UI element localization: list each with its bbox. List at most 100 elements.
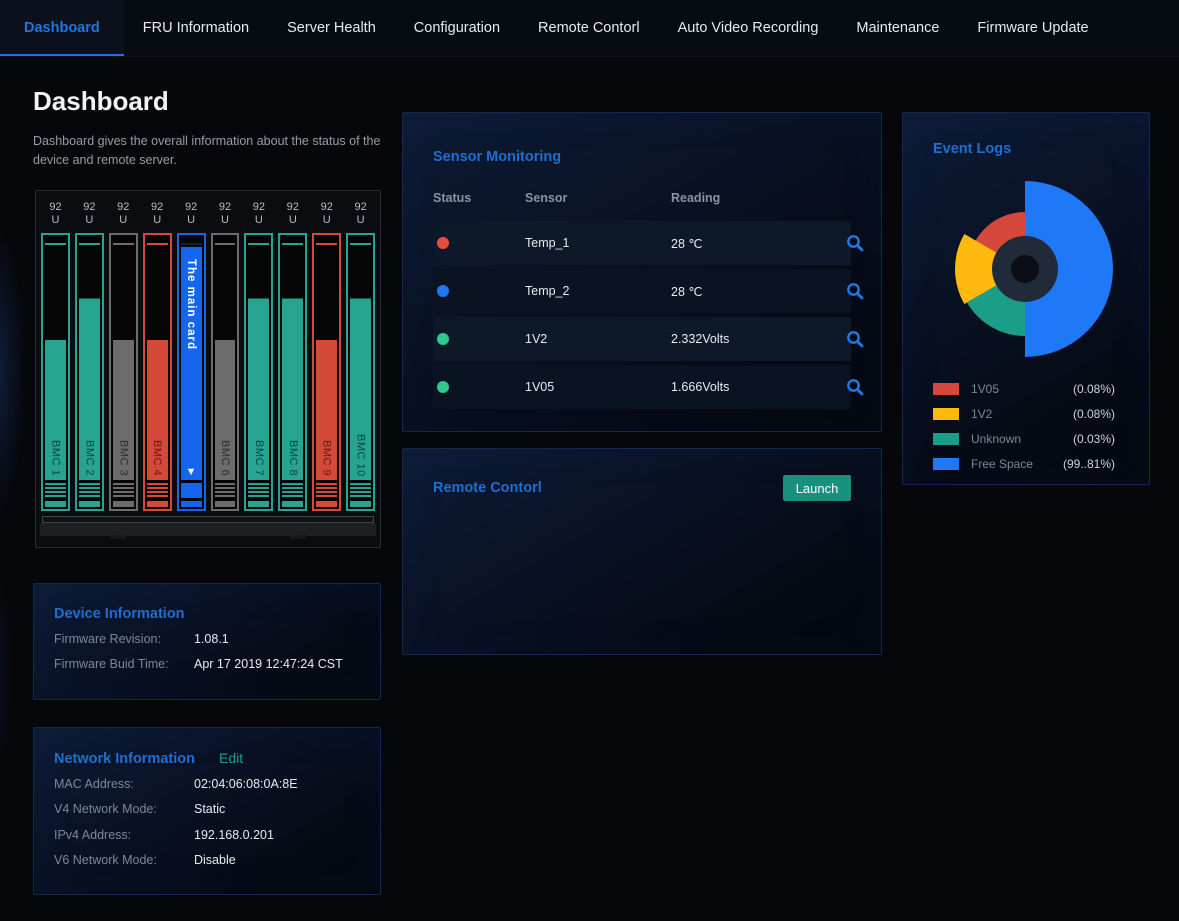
ipv4-address-label: IPv4 Address: — [54, 827, 132, 842]
rack-slot-3: 92 U BMC 3 — [108, 201, 138, 512]
column-reading: Reading — [671, 191, 721, 205]
card-label: BMC 4 — [151, 440, 164, 477]
sensor-row-1v05: 1V05 1.666Volts — [433, 365, 864, 409]
card-top-strip — [146, 237, 168, 246]
rack-slot-10: 92 U BMC 10 — [346, 201, 376, 512]
bmc-card-bmc-8: BMC 8 — [278, 233, 308, 512]
legend-label-1v05: 1V05 — [971, 382, 1000, 396]
magnifier-icon[interactable] — [845, 377, 865, 397]
rack-unit-label: 92 U — [117, 201, 130, 227]
sensor-row-temp_1: Temp_1 28 ℃ — [433, 221, 864, 265]
legend-label-1v2: 1V2 — [971, 407, 993, 421]
tab-server-health[interactable]: Server Health — [287, 20, 376, 36]
bmc-card-bmc-6: BMC 6 — [210, 233, 240, 512]
card-body: BMC 4 — [146, 247, 168, 481]
sensor-reading: 28 ℃ — [671, 284, 703, 299]
legend-label-free-space: Free Space — [971, 457, 1034, 471]
status-dot — [437, 333, 449, 345]
legend-swatch-unknown — [933, 433, 959, 445]
rack-slot-9: 92 U BMC 9 — [312, 201, 342, 512]
magnifier-icon[interactable] — [845, 233, 865, 253]
card-body: BMC 7 — [248, 247, 270, 481]
card-top-strip — [78, 237, 100, 246]
sensor-monitoring-title: Sensor Monitoring — [433, 149, 562, 165]
tab-auto-video-recording[interactable]: Auto Video Recording — [677, 20, 819, 36]
sensor-reading: 1.666Volts — [671, 380, 730, 394]
column-sensor: Sensor — [525, 191, 568, 205]
sensor-monitoring-panel: Sensor Monitoring Status Sensor Reading … — [402, 112, 882, 432]
card-body: BMC 9 — [316, 247, 338, 481]
card-foot — [316, 501, 338, 508]
tab-dashboard[interactable]: Dashboard — [0, 0, 124, 56]
card-label: BMC 7 — [252, 440, 265, 477]
rack-slot-6: 92 U BMC 6 — [210, 201, 240, 512]
rack-slot-1: 92 U BMC 1 — [41, 201, 70, 512]
chart-sector-free-space — [1025, 181, 1113, 357]
bmc-card-bmc-9: BMC 9 — [312, 233, 342, 512]
magnifier-icon[interactable] — [845, 329, 865, 349]
tab-fru-information[interactable]: FRU Information — [142, 20, 250, 36]
rack-unit-label: 92 U — [286, 201, 299, 227]
card-vents — [45, 483, 66, 499]
card-vents — [350, 483, 372, 499]
chart-sector-1v2 — [955, 234, 1025, 304]
legend-value-1v2: (0.08%) — [1072, 407, 1115, 421]
legend-swatch-free-space — [933, 458, 959, 470]
card-body: BMC 10 — [350, 247, 372, 481]
rack-unit-label: 92 U — [49, 201, 62, 227]
v6-network-mode-row: V6 Network Mode: Disable — [54, 852, 360, 868]
sensor-reading: 28 ℃ — [671, 236, 703, 251]
rack-unit-label: 92 U — [151, 201, 164, 227]
card-vents — [214, 483, 236, 499]
status-dot — [437, 285, 449, 297]
event-logs-panel: Event Logs 1V05 (0.08%) 1V2 (0.08%) Unkn… — [902, 112, 1150, 485]
server-rack-visualization: 92 U BMC 1 92 U BMC 2 92 U BMC 3 92 U BMC 4 92 U The m… — [35, 190, 381, 548]
rack-rail — [42, 516, 374, 524]
legend-value-unknown: (0.03%) — [1072, 432, 1115, 446]
card-top-strip — [180, 237, 202, 246]
tab-maintenance[interactable]: Maintenance — [856, 20, 940, 36]
bmc-card-bmc-4: BMC 4 — [142, 233, 172, 512]
card-top-strip — [248, 237, 270, 246]
v6-network-mode-value: Disable — [194, 852, 236, 867]
status-dot — [437, 237, 449, 249]
card-label: BMC 3 — [117, 440, 130, 477]
tab-remote-control[interactable]: Remote Contorl — [538, 20, 640, 36]
card-vents — [316, 483, 338, 499]
tab-firmware-update[interactable]: Firmware Update — [977, 20, 1089, 36]
device-information-panel: Device Information Firmware Revision: 1.… — [33, 583, 381, 700]
card-foot — [78, 501, 100, 508]
bmc-card-bmc-1: BMC 1 — [41, 233, 70, 512]
event-logs-legend: 1V05 (0.08%) 1V2 (0.08%) Unknown (0.03%)… — [933, 382, 1115, 471]
legend-row-unknown: Unknown (0.03%) — [933, 432, 1115, 446]
card-top-strip — [316, 237, 338, 246]
card-vents — [248, 483, 270, 499]
v6-network-mode-label: V6 Network Mode: — [54, 852, 157, 867]
card-foot — [214, 501, 236, 508]
card-foot — [180, 501, 202, 508]
magnifier-icon[interactable] — [845, 281, 865, 301]
main-card-label: The main card — [185, 259, 198, 351]
sensor-row-1v2: 1V2 2.332Volts — [433, 317, 864, 361]
network-edit-link[interactable]: Edit — [218, 750, 244, 766]
rack-tray — [40, 523, 376, 540]
rack-slot-8: 92 U BMC 8 — [278, 201, 308, 512]
sensor-name: Temp_1 — [525, 236, 570, 250]
card-body: BMC 3 — [112, 247, 134, 481]
card-foot — [248, 501, 270, 508]
legend-row-1v05: 1V05 (0.08%) — [933, 382, 1115, 396]
launch-button[interactable]: Launch — [783, 475, 851, 501]
card-vents — [112, 483, 134, 499]
card-label: BMC 9 — [320, 440, 333, 477]
card-top-strip — [282, 237, 304, 246]
rack-unit-label: 92 U — [83, 201, 96, 227]
v4-network-mode-label: V4 Network Mode: — [54, 802, 157, 817]
mac-address-value: 02:04:06:08:0A:8E — [194, 777, 298, 791]
sensor-name: 1V2 — [525, 332, 548, 346]
rack-unit-label: 92 U — [320, 201, 333, 227]
tab-configuration[interactable]: Configuration — [413, 20, 501, 36]
main-card-arrow-icon: ▼ — [185, 466, 197, 479]
rack-slot-4: 92 U BMC 4 — [142, 201, 172, 512]
status-dot — [437, 381, 449, 393]
